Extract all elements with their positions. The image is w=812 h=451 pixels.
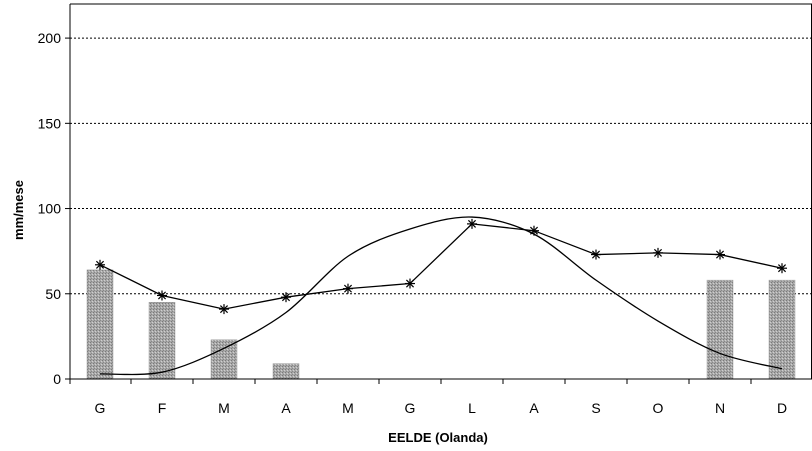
y-axis-title: mm/mese — [11, 180, 26, 240]
asterisk-marker — [405, 278, 415, 289]
marker-stroke — [157, 291, 167, 300]
x-tick-label: L — [468, 400, 476, 416]
asterisk-marker — [653, 247, 663, 258]
marker-stroke — [343, 284, 353, 293]
asterisk-marker — [715, 249, 725, 260]
x-tick-label: F — [158, 400, 167, 416]
gridlines — [70, 37, 812, 295]
bar — [210, 339, 238, 380]
marker-stroke — [95, 260, 105, 269]
y-tick-label: 0 — [53, 371, 61, 387]
line-series — [95, 216, 787, 376]
bar-series — [86, 269, 796, 380]
marker-stroke — [591, 250, 601, 259]
asterisk-marker — [219, 304, 229, 315]
y-tick-label: 50 — [45, 286, 61, 302]
x-tick-label: D — [777, 400, 787, 416]
x-tick-label: G — [405, 400, 416, 416]
asterisk-marker — [467, 218, 477, 229]
marker-stroke — [405, 279, 415, 288]
asterisk-marker — [777, 263, 787, 274]
y-tick-label: 200 — [38, 30, 62, 46]
bar — [272, 363, 300, 380]
y-tick-label: 150 — [38, 115, 62, 131]
x-tick-label: A — [281, 400, 291, 416]
x-axis-title: EELDE (Olanda) — [388, 430, 488, 445]
asterisk-marker — [95, 259, 105, 270]
marker-stroke — [777, 264, 787, 273]
axes — [69, 3, 812, 380]
asterisk-marker — [157, 290, 167, 301]
bar — [86, 269, 114, 380]
bar — [768, 279, 796, 380]
x-tick-label: M — [218, 400, 230, 416]
bar — [148, 302, 176, 380]
marker-stroke — [467, 219, 477, 228]
x-tick-label: M — [342, 400, 354, 416]
x-tick-label: S — [591, 400, 600, 416]
marker-stroke — [653, 248, 663, 257]
x-tick-label: O — [653, 400, 664, 416]
asterisk-marker — [343, 283, 353, 294]
y-tick-label: 100 — [38, 201, 62, 217]
marker-stroke — [281, 293, 291, 302]
y-tick-labels: 0 50 100 150 200 — [38, 30, 70, 387]
smooth-line-series — [99, 216, 783, 376]
asterisk-marker — [591, 249, 601, 260]
x-tick-label: N — [715, 400, 725, 416]
asterisk-line-series — [99, 223, 783, 310]
x-tick-label: A — [529, 400, 539, 416]
x-tick-label: G — [95, 400, 106, 416]
asterisk-marker — [281, 292, 291, 303]
bar — [706, 279, 734, 380]
marker-stroke — [715, 250, 725, 259]
marker-stroke — [219, 305, 229, 314]
